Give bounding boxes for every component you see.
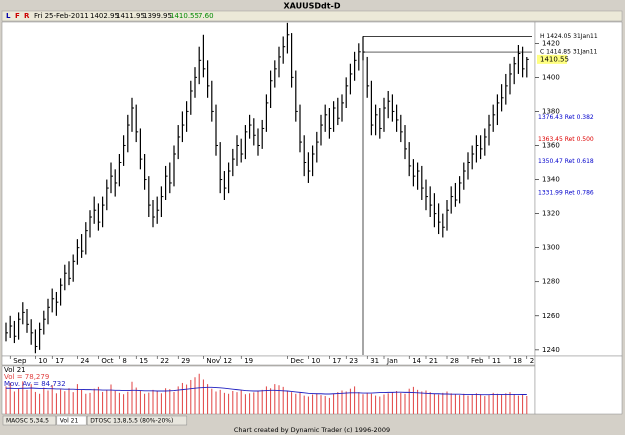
y-tick-label: 1240 — [542, 346, 560, 354]
y-tick-label: 1320 — [542, 210, 560, 218]
toolbar-low: 1399.95 — [143, 12, 172, 20]
toolbar-change: 7.60 — [198, 12, 214, 20]
x-tick-label: 12 — [223, 357, 232, 365]
y-tick-label: 1360 — [542, 141, 560, 149]
x-tick-label: Jan — [386, 357, 398, 365]
price-panel — [1, 21, 536, 357]
volume-axis — [534, 355, 623, 415]
toolbar-open: 1402.95 — [90, 12, 119, 20]
level-label: H 1424.05 31Jan11 — [540, 33, 598, 40]
y-tick-label: 1300 — [542, 244, 560, 252]
moving-average — [6, 386, 527, 396]
x-tick-label: 19 — [244, 357, 253, 365]
volume-title: Vol 21 — [4, 366, 26, 374]
x-tick-label: 17 — [332, 357, 341, 365]
toolbar-button[interactable]: F — [15, 12, 20, 20]
level-label: 1363.45 Ret 0.500 — [538, 136, 594, 143]
price-tag-label: 1410.55 — [540, 55, 569, 63]
toolbar-close: 1410.55 — [170, 12, 199, 20]
x-tick-label: 8 — [122, 357, 126, 365]
window-title: XAUUSDdt-D — [283, 2, 340, 11]
price-tag — [537, 54, 567, 64]
tab-label[interactable]: Vol 21 — [60, 418, 79, 425]
level-label: 1350.47 Ret 0.618 — [538, 158, 594, 165]
x-tick-label: Oct — [101, 357, 113, 365]
tab-label[interactable]: MAOSC 5,34,5 — [6, 418, 49, 425]
toolbar — [1, 10, 623, 22]
x-tick-label: 10 — [311, 357, 320, 365]
y-tick-label: 1280 — [542, 278, 560, 286]
x-tick-label: 10 — [38, 357, 47, 365]
tab[interactable] — [56, 415, 87, 426]
tab[interactable] — [86, 415, 188, 426]
x-tick-label: Nov — [206, 357, 220, 365]
x-tick-label: 28 — [450, 357, 459, 365]
toolbar-button[interactable]: R — [24, 12, 30, 20]
tab[interactable] — [2, 415, 57, 426]
y-tick-label: 1400 — [542, 73, 560, 81]
x-tick-label: 17 — [55, 357, 64, 365]
x-tick-label: 31 — [370, 357, 379, 365]
price-axis — [534, 21, 623, 357]
toolbar-date: Fri 25-Feb-2011 — [34, 12, 89, 20]
x-tick-label: Feb — [471, 357, 484, 365]
tab-label[interactable]: DTOSC 13,8,5,5 (80%-20%) — [90, 418, 173, 425]
ma-value: Mov. Av = 84,732 — [4, 380, 66, 388]
x-tick-label: 21 — [429, 357, 438, 365]
x-tick-label: 15 — [139, 357, 148, 365]
x-tick-label: 18 — [513, 357, 522, 365]
x-tick-label: 23 — [349, 357, 358, 365]
x-tick-label: 14 — [412, 357, 421, 365]
x-tick-label: 24 — [80, 357, 89, 365]
level-label: 1376.43 Ret 0.382 — [538, 114, 594, 121]
x-tick-label: Sep — [13, 357, 27, 365]
x-tick-label: 29 — [181, 357, 190, 365]
y-tick-label: 1260 — [542, 312, 560, 320]
toolbar-button[interactable]: L — [6, 12, 11, 20]
x-tick-label: 22 — [160, 357, 169, 365]
level-label: C 1414.85 31Jan11 — [540, 49, 598, 56]
footer: Chart created by Dynamic Trader (c) 1996… — [234, 426, 390, 434]
x-tick-label: 11 — [492, 357, 501, 365]
volume-value: Vol = 78,279 — [4, 373, 49, 381]
x-tick-label: 2 — [530, 357, 534, 365]
y-tick-label: 1380 — [542, 107, 560, 115]
y-tick-label: 1340 — [542, 176, 560, 184]
level-label: 1331.99 Ret 0.786 — [538, 190, 594, 197]
toolbar-high: 1411.95 — [116, 12, 145, 20]
y-tick-label: 1420 — [542, 39, 560, 47]
x-tick-label: Dec — [290, 357, 304, 365]
